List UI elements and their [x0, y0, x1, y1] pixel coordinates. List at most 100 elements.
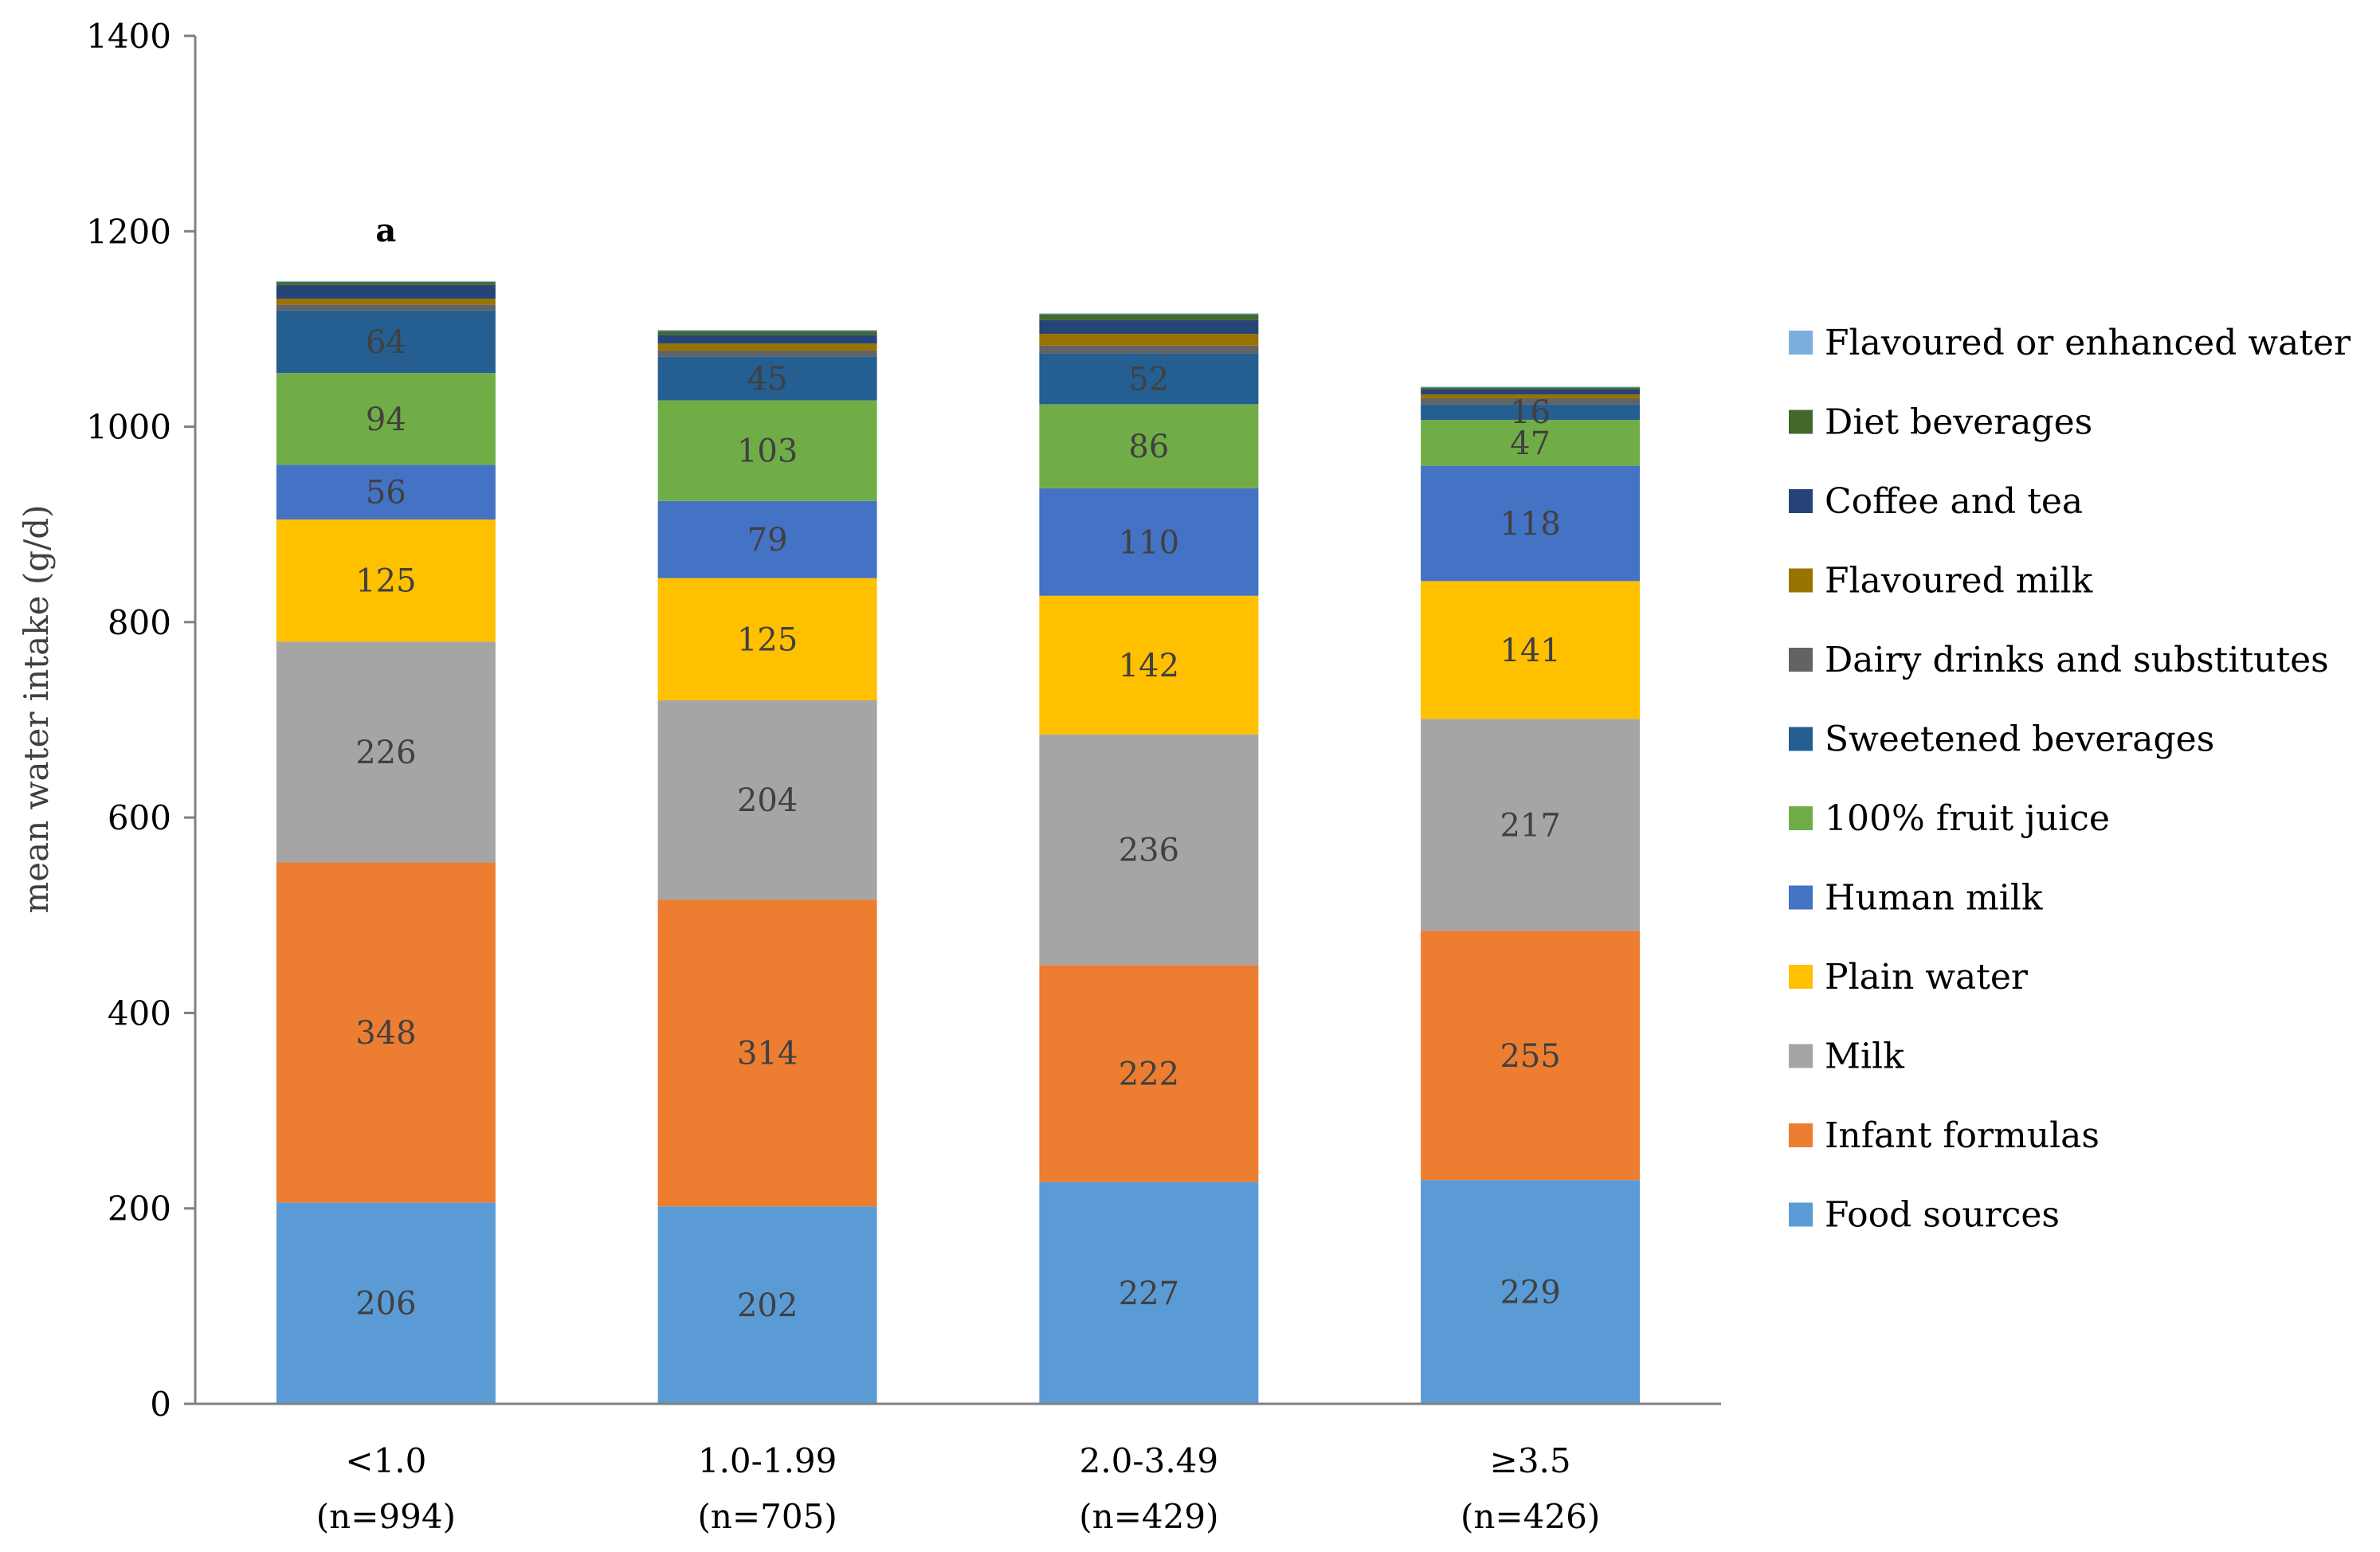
- bar-segment: [1039, 353, 1259, 405]
- bar-segment: [1039, 334, 1259, 346]
- legend-swatch: [1789, 885, 1813, 910]
- bar-segment: [657, 350, 877, 357]
- bar-segment: [657, 899, 877, 1207]
- bar-segment: [657, 400, 877, 501]
- bar-segment: [1421, 931, 1641, 1181]
- legend-label: Plain water: [1825, 957, 2029, 997]
- legend-label: Human milk: [1825, 878, 2043, 919]
- legend: Flavoured or enhanced water Diet beverage…: [1789, 323, 2351, 1236]
- bar-segment: [276, 304, 496, 311]
- legend-label: Dairy drinks and substitutes: [1825, 640, 2329, 680]
- data-label: 227: [1119, 1276, 1179, 1312]
- data-label: 206: [355, 1286, 416, 1323]
- bar-segment: [1039, 314, 1259, 320]
- bar-segment: [1421, 1180, 1641, 1404]
- y-tick-label: 400: [108, 994, 171, 1033]
- bar-annotation: a: [375, 212, 396, 249]
- legend-swatch: [1789, 1202, 1813, 1227]
- bar-segment: [657, 356, 877, 401]
- y-tick-label: 0: [150, 1385, 171, 1424]
- bar-segment: [276, 862, 496, 1203]
- x-tick-label: 2.0-3.49: [1080, 1441, 1219, 1480]
- legend-label: Coffee and tea: [1825, 481, 2083, 522]
- data-label: 16: [1510, 394, 1551, 431]
- bar-segment: [657, 331, 877, 335]
- x-tick-label-count: (n=426): [1461, 1497, 1600, 1536]
- y-tick-label: 600: [108, 798, 171, 837]
- bar-segment: [657, 343, 877, 351]
- bar-segment: [1421, 394, 1641, 399]
- legend-swatch: [1789, 331, 1813, 355]
- legend-swatch: [1789, 1123, 1813, 1147]
- x-tick-label-count: (n=429): [1079, 1497, 1218, 1536]
- data-label: 125: [355, 563, 416, 600]
- x-tick-label: 1.0-1.99: [698, 1441, 837, 1480]
- bar-segment: [1421, 719, 1641, 931]
- bar-segment: [1039, 404, 1259, 488]
- x-tick-label-count: (n=994): [316, 1497, 456, 1536]
- legend-swatch: [1789, 727, 1813, 751]
- data-label: 52: [1128, 361, 1169, 398]
- data-label: 94: [366, 402, 406, 438]
- y-tick-label: 200: [108, 1189, 171, 1229]
- bar-segment: [1421, 404, 1641, 420]
- bars-layer: [276, 280, 1641, 1404]
- data-label: 314: [737, 1036, 798, 1072]
- bar-segment: [657, 330, 877, 331]
- bar-segment: [276, 282, 496, 285]
- bar-segment: [276, 373, 496, 465]
- bar-segment: [276, 284, 496, 299]
- legend-label: Infant formulas: [1825, 1115, 2100, 1156]
- y-axis-label: mean water intake (g/d): [17, 504, 56, 913]
- bar-segment: [1421, 419, 1641, 466]
- y-tick-label: 1000: [86, 408, 171, 447]
- bar-segment: [276, 298, 496, 305]
- data-label: 204: [737, 782, 798, 819]
- data-label: 222: [1119, 1056, 1179, 1092]
- y-tick-label: 1200: [86, 212, 171, 251]
- bar-segment: [1421, 581, 1641, 719]
- data-label: 236: [1119, 833, 1179, 869]
- segment-labels-layer: 206 348 226 125 56 94 64 a 202 314 204 125 79 103 45 22…: [355, 212, 1561, 1324]
- data-label: 348: [355, 1015, 416, 1052]
- legend-swatch: [1789, 965, 1813, 989]
- legend-label: Milk: [1825, 1037, 1904, 1077]
- bar-segment: [1421, 389, 1641, 395]
- bar-segment: [1039, 734, 1259, 966]
- bar-segment: [657, 335, 877, 344]
- bar-segment: [276, 280, 496, 283]
- x-tick-label: ≥3.5: [1490, 1441, 1571, 1480]
- legend-label: Sweetened beverages: [1825, 719, 2214, 760]
- bar-segment: [1421, 398, 1641, 405]
- legend-label: 100% fruit juice: [1825, 798, 2110, 839]
- bar-segment: [657, 1206, 877, 1404]
- bar-segment: [1039, 345, 1259, 354]
- data-label: 110: [1119, 524, 1179, 561]
- data-label: 226: [355, 735, 416, 771]
- bar-segment: [276, 641, 496, 863]
- bar-segment: [1421, 465, 1641, 582]
- data-label: 45: [747, 361, 788, 398]
- y-tick-label: 1400: [86, 17, 171, 56]
- legend-label: Diet beverages: [1825, 402, 2092, 443]
- y-tick-label: 800: [108, 603, 171, 642]
- data-label: 86: [1128, 429, 1169, 465]
- data-label: 142: [1119, 648, 1179, 684]
- legend-swatch: [1789, 410, 1813, 434]
- bar-segment: [1039, 1182, 1259, 1404]
- bar-segment: [276, 310, 496, 374]
- data-label: 141: [1500, 633, 1560, 669]
- data-label: 79: [747, 522, 788, 558]
- bar-segment: [1421, 386, 1641, 388]
- legend-label: Food sources: [1825, 1195, 2060, 1236]
- bar-segment: [1039, 313, 1259, 315]
- bar-segment: [657, 700, 877, 900]
- bar-segment: [276, 1202, 496, 1404]
- data-label: 118: [1500, 506, 1560, 543]
- bar-segment: [657, 500, 877, 578]
- data-label: 255: [1500, 1038, 1560, 1075]
- x-tick-label: <1.0: [345, 1441, 426, 1480]
- data-label: 103: [737, 433, 798, 470]
- legend-label: Flavoured milk: [1825, 561, 2093, 602]
